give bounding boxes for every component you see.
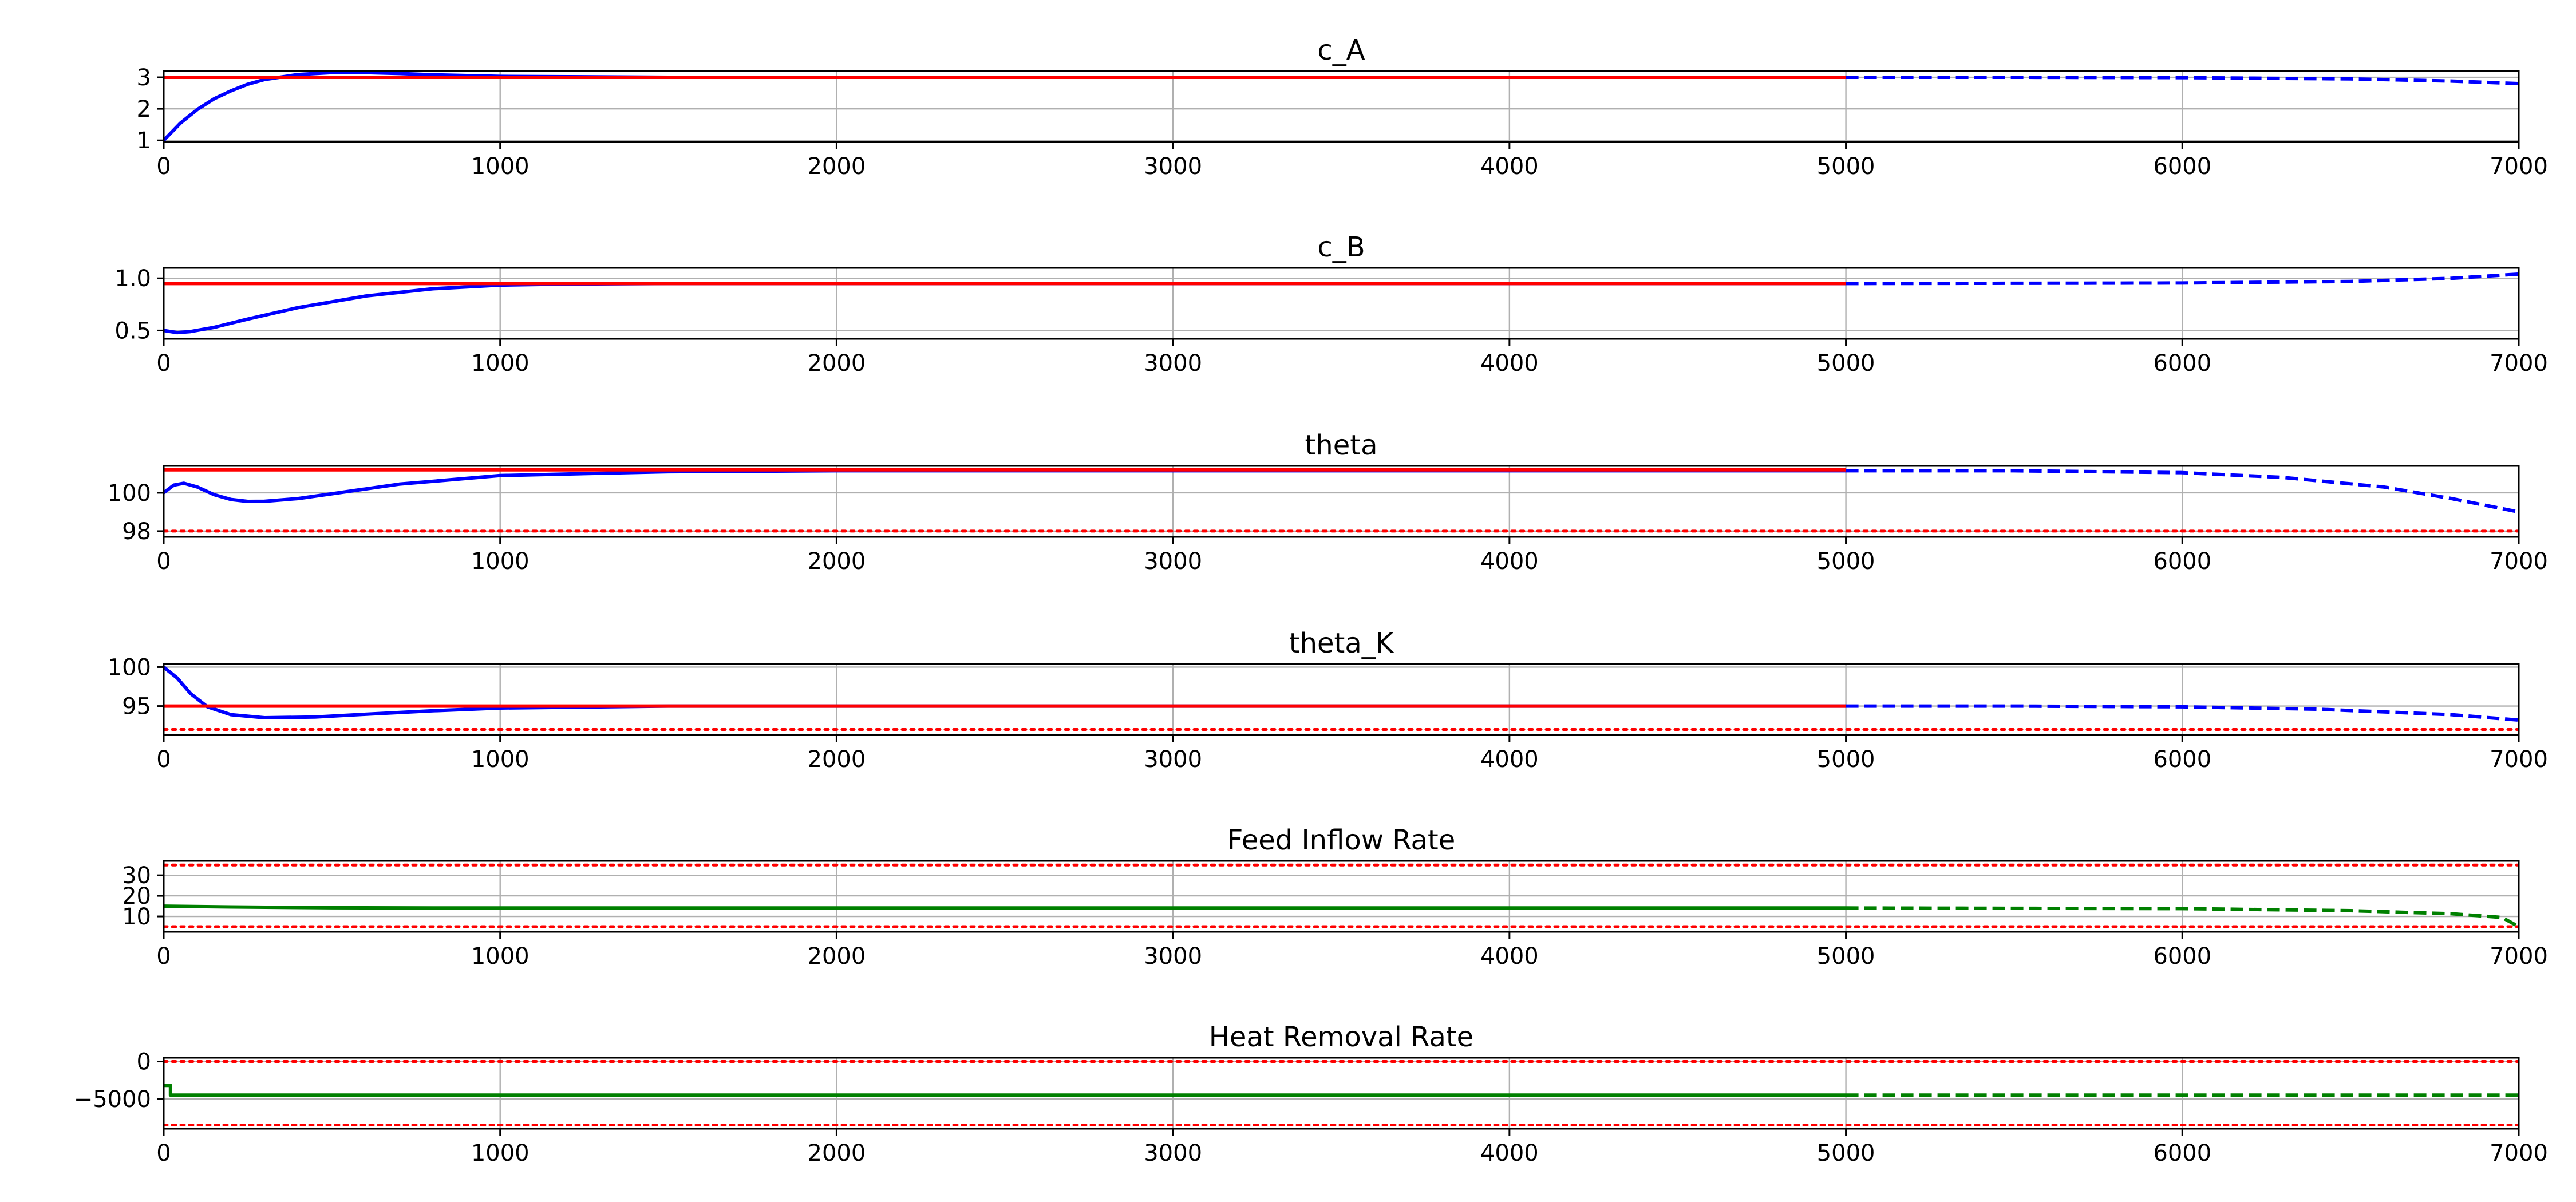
subplot-title: Heat Removal Rate xyxy=(1209,1021,1473,1053)
y-tick-label: −5000 xyxy=(74,1086,151,1113)
y-tick-label: 30 xyxy=(122,863,151,889)
y-tick-label: 95 xyxy=(122,694,151,720)
x-tick-label: 7000 xyxy=(2490,350,2548,377)
x-tick-label: 3000 xyxy=(1144,548,1202,575)
x-tick-label: 2000 xyxy=(808,943,866,970)
x-tick-label: 4000 xyxy=(1480,746,1539,773)
x-tick-label: 0 xyxy=(156,746,171,773)
x-tick-label: 3000 xyxy=(1144,1140,1202,1167)
x-tick-label: 4000 xyxy=(1480,943,1539,970)
x-tick-label: 1000 xyxy=(471,153,530,180)
x-tick-label: 1000 xyxy=(471,548,530,575)
subplot-4: 0 1000 2000 3000 4000 5000 6000 7000 95 100 theta_… xyxy=(108,627,2548,773)
series-input-solid xyxy=(164,904,1846,910)
axes-frame xyxy=(163,663,2520,736)
x-tick-label: 0 xyxy=(156,153,171,180)
series-state-dashed xyxy=(1846,76,2519,85)
x-tick-label: 2000 xyxy=(808,548,866,575)
x-tick-label: 2000 xyxy=(808,153,866,180)
axes-frame xyxy=(163,465,2520,538)
x-tick-label: 2000 xyxy=(808,350,866,377)
y-tick-label: 1.0 xyxy=(114,266,151,292)
y-tick-label: 3 xyxy=(137,65,151,91)
y-tick-label: 98 xyxy=(122,519,151,545)
x-tick-label: 3000 xyxy=(1144,153,1202,180)
y-tick-label: 0 xyxy=(137,1049,151,1076)
x-tick-label: 6000 xyxy=(2153,943,2211,970)
subplot-title: theta_K xyxy=(1289,627,1394,659)
x-tick-label: 0 xyxy=(156,350,171,377)
y-tick-label: 2 xyxy=(137,96,151,122)
x-tick-label: 1000 xyxy=(471,350,530,377)
x-tick-label: 6000 xyxy=(2153,548,2211,575)
subplot-6: 0 1000 2000 3000 4000 5000 6000 7000−50000Heat … xyxy=(74,1021,2548,1167)
x-tick-label: 6000 xyxy=(2153,1140,2211,1167)
y-tick-label: 100 xyxy=(108,480,151,507)
x-tick-label: 7000 xyxy=(2490,153,2548,180)
axes-frame xyxy=(163,267,2520,340)
series-input-dashed xyxy=(1846,906,2519,928)
x-tick-label: 6000 xyxy=(2153,153,2211,180)
series-state-dashed xyxy=(1846,704,2519,722)
x-tick-label: 1000 xyxy=(471,1140,530,1167)
y-tick-label: 10 xyxy=(122,904,151,930)
x-tick-label: 0 xyxy=(156,1140,171,1167)
x-tick-label: 5000 xyxy=(1817,350,1875,377)
x-tick-label: 3000 xyxy=(1144,350,1202,377)
subplot-title: c_B xyxy=(1317,231,1365,263)
y-tick-label: 20 xyxy=(122,883,151,910)
subplot-3: 0 1000 2000 3000 4000 5000 6000 7000 98 100 theta xyxy=(108,429,2548,575)
x-tick-label: 4000 xyxy=(1480,548,1539,575)
subplot-1: 0 1000 2000 3000 4000 5000 6000 7000 1 2 3 c_A xyxy=(137,34,2548,180)
x-tick-label: 5000 xyxy=(1817,1140,1875,1167)
x-tick-label: 2000 xyxy=(808,1140,866,1167)
x-tick-label: 7000 xyxy=(2490,746,2548,773)
x-tick-label: 4000 xyxy=(1480,153,1539,180)
x-tick-label: 6000 xyxy=(2153,350,2211,377)
y-tick-label: 1 xyxy=(137,128,151,154)
x-tick-label: 0 xyxy=(156,943,171,970)
x-tick-label: 1000 xyxy=(471,746,530,773)
subplot-title: theta xyxy=(1305,429,1377,461)
series-state-solid xyxy=(164,469,1846,503)
x-tick-label: 0 xyxy=(156,548,171,575)
x-tick-label: 4000 xyxy=(1480,1140,1539,1167)
subplot-title: Feed Inflow Rate xyxy=(1227,824,1456,856)
axes-frame xyxy=(163,70,2520,143)
x-tick-label: 5000 xyxy=(1817,153,1875,180)
x-tick-label: 6000 xyxy=(2153,746,2211,773)
x-tick-label: 5000 xyxy=(1817,746,1875,773)
x-tick-label: 5000 xyxy=(1817,548,1875,575)
x-tick-label: 7000 xyxy=(2490,548,2548,575)
y-tick-label: 100 xyxy=(108,654,151,681)
x-tick-label: 4000 xyxy=(1480,350,1539,377)
x-tick-label: 1000 xyxy=(471,943,530,970)
x-tick-label: 7000 xyxy=(2490,943,2548,970)
subplot-2: 0 1000 2000 3000 4000 5000 6000 7000 0.5 1.0 c_B xyxy=(114,231,2548,377)
x-tick-label: 7000 xyxy=(2490,1140,2548,1167)
series-input-solid xyxy=(164,1084,1846,1097)
x-tick-label: 2000 xyxy=(808,746,866,773)
axes-frame xyxy=(163,1057,2520,1130)
series-state-dashed xyxy=(1846,272,2519,286)
x-tick-label: 3000 xyxy=(1144,943,1202,970)
x-tick-label: 5000 xyxy=(1817,943,1875,970)
y-tick-label: 0.5 xyxy=(114,318,151,344)
subplot-title: c_A xyxy=(1317,34,1365,66)
x-tick-label: 3000 xyxy=(1144,746,1202,773)
series-state-dashed xyxy=(1846,469,2519,514)
